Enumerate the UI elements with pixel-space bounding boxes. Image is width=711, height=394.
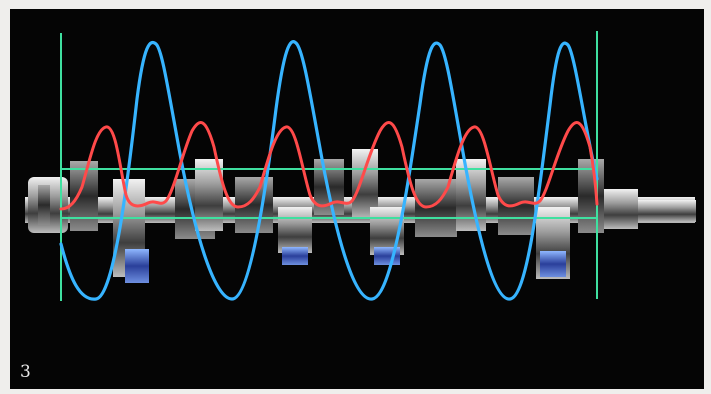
primary-wave	[59, 40, 599, 301]
crankshaft-waveform-photo: 3	[10, 9, 704, 389]
figure-number: 3	[20, 362, 31, 382]
crankshaft-output-shaft	[638, 200, 696, 222]
secondary-wave	[59, 121, 599, 211]
crankshaft-right-end	[602, 189, 638, 229]
marker-lines	[60, 31, 598, 301]
photo-graphics	[25, 31, 696, 301]
crankshaft-icon	[25, 149, 696, 283]
crankshaft-throws	[70, 149, 604, 283]
crankshaft-left-collar	[38, 185, 50, 225]
